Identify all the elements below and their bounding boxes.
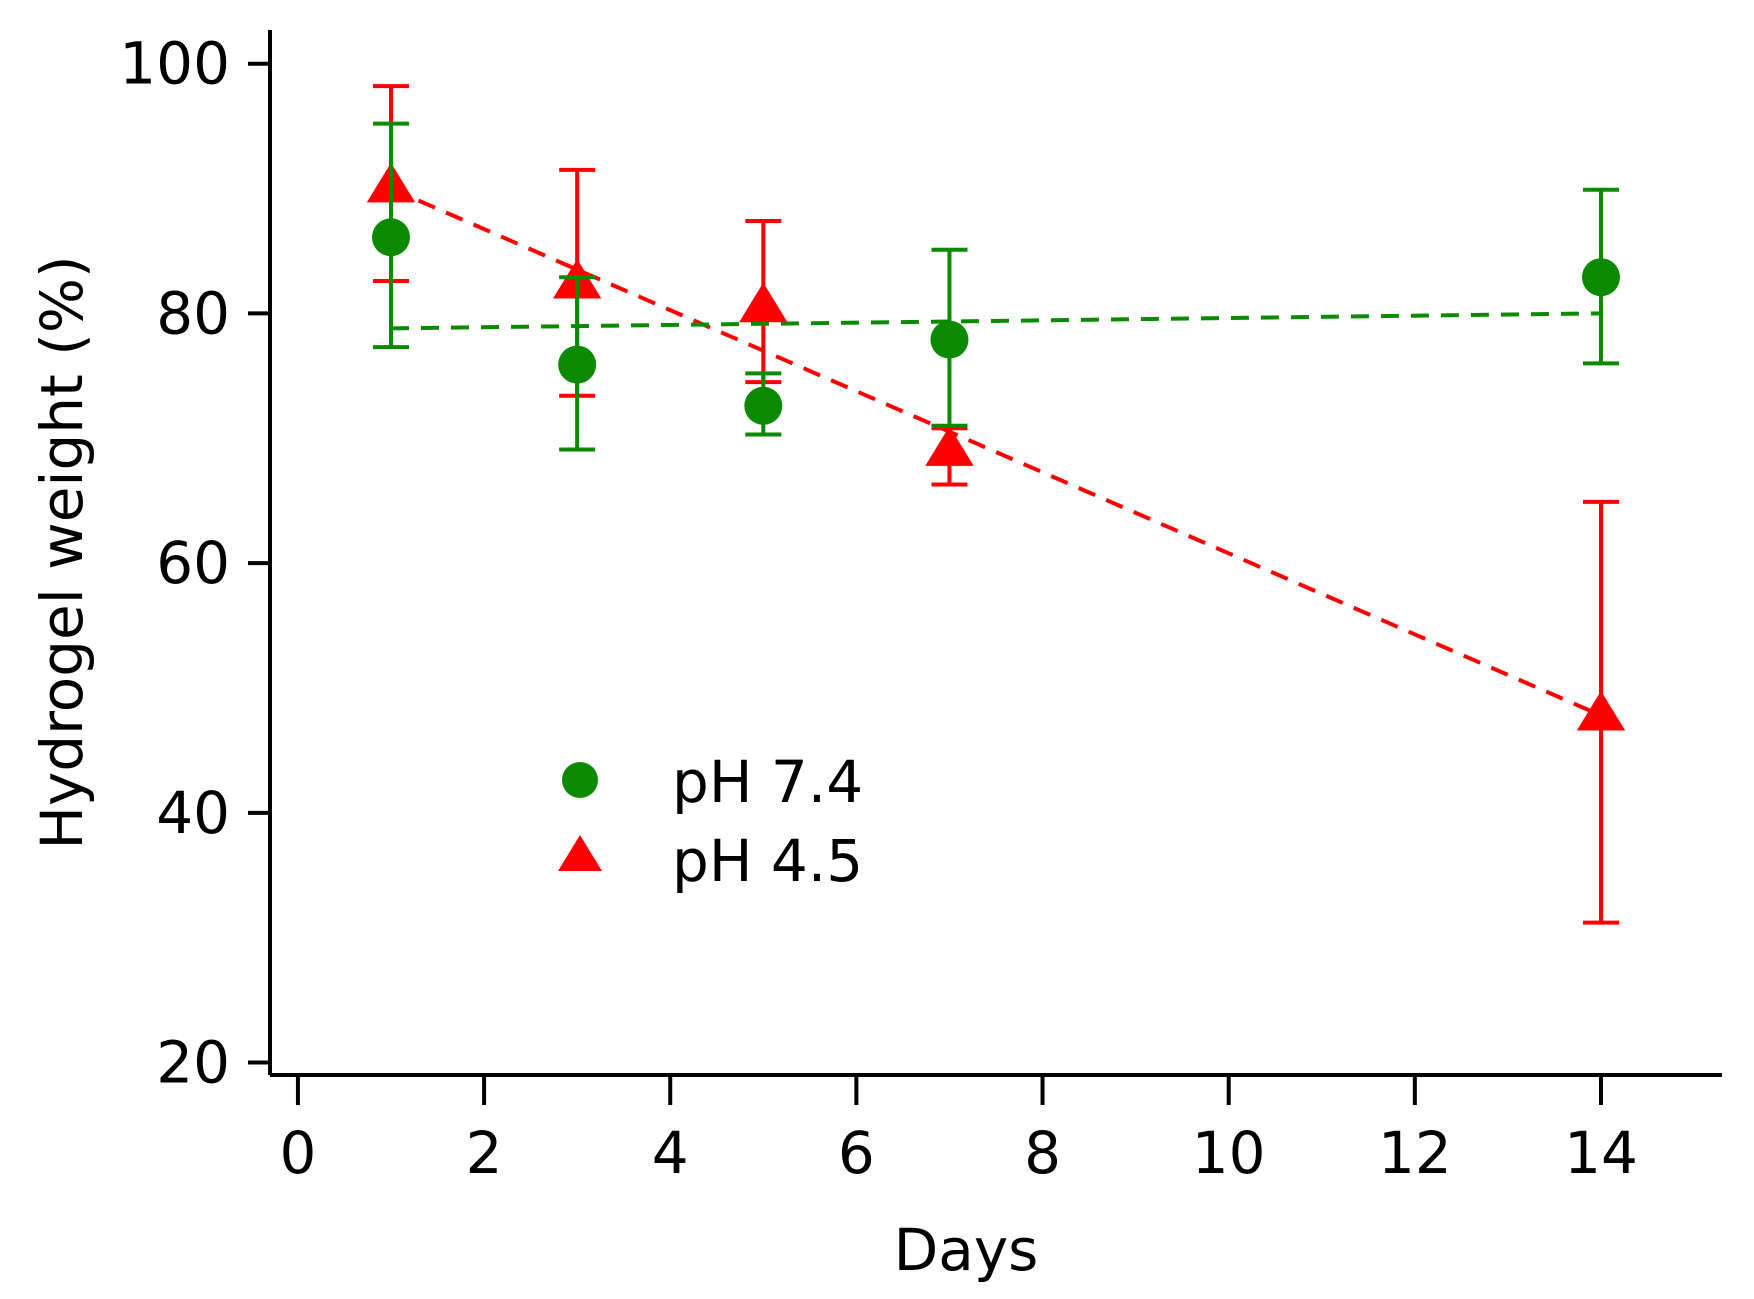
y-tick-label: 60	[156, 529, 230, 597]
x-tick-label: 12	[1378, 1119, 1452, 1187]
data-point	[925, 426, 974, 466]
x-tick-label: 2	[466, 1119, 503, 1187]
legend-label: pH 4.5	[672, 827, 863, 895]
data-point	[1576, 690, 1626, 731]
legend: pH 7.4 pH 4.5	[558, 748, 863, 895]
x-tick-label: 6	[838, 1119, 875, 1187]
y-tick-label: 80	[156, 279, 230, 347]
data-point	[1582, 258, 1620, 297]
x-tick-label: 0	[279, 1119, 316, 1187]
x-axis-label: Days	[894, 1216, 1039, 1284]
x-tick-label: 10	[1192, 1119, 1266, 1187]
y-tick-label: 100	[119, 30, 230, 98]
axes: 20 40 60 80 100 0 2 4 6 8 10 12 14	[119, 30, 1722, 1187]
y-tick-label: 20	[156, 1029, 230, 1097]
data-point	[558, 345, 597, 384]
legend-marker-triangle	[558, 835, 602, 871]
y-tick-label: 40	[156, 779, 230, 847]
x-tick-label: 4	[652, 1119, 689, 1187]
data-point	[372, 218, 410, 257]
data-point	[930, 320, 969, 359]
data-point	[744, 386, 783, 425]
legend-label: pH 7.4	[672, 748, 863, 816]
legend-marker-circle	[562, 762, 598, 798]
series-pH-7-4	[372, 121, 1620, 452]
series-pH-4-5	[366, 84, 1626, 925]
x-tick-label: 8	[1024, 1119, 1061, 1187]
data-point	[739, 282, 788, 323]
x-tick-label: 14	[1564, 1119, 1638, 1187]
trendline	[390, 311, 1602, 331]
y-axis-label: Hydrogel weight (%)	[28, 255, 96, 849]
